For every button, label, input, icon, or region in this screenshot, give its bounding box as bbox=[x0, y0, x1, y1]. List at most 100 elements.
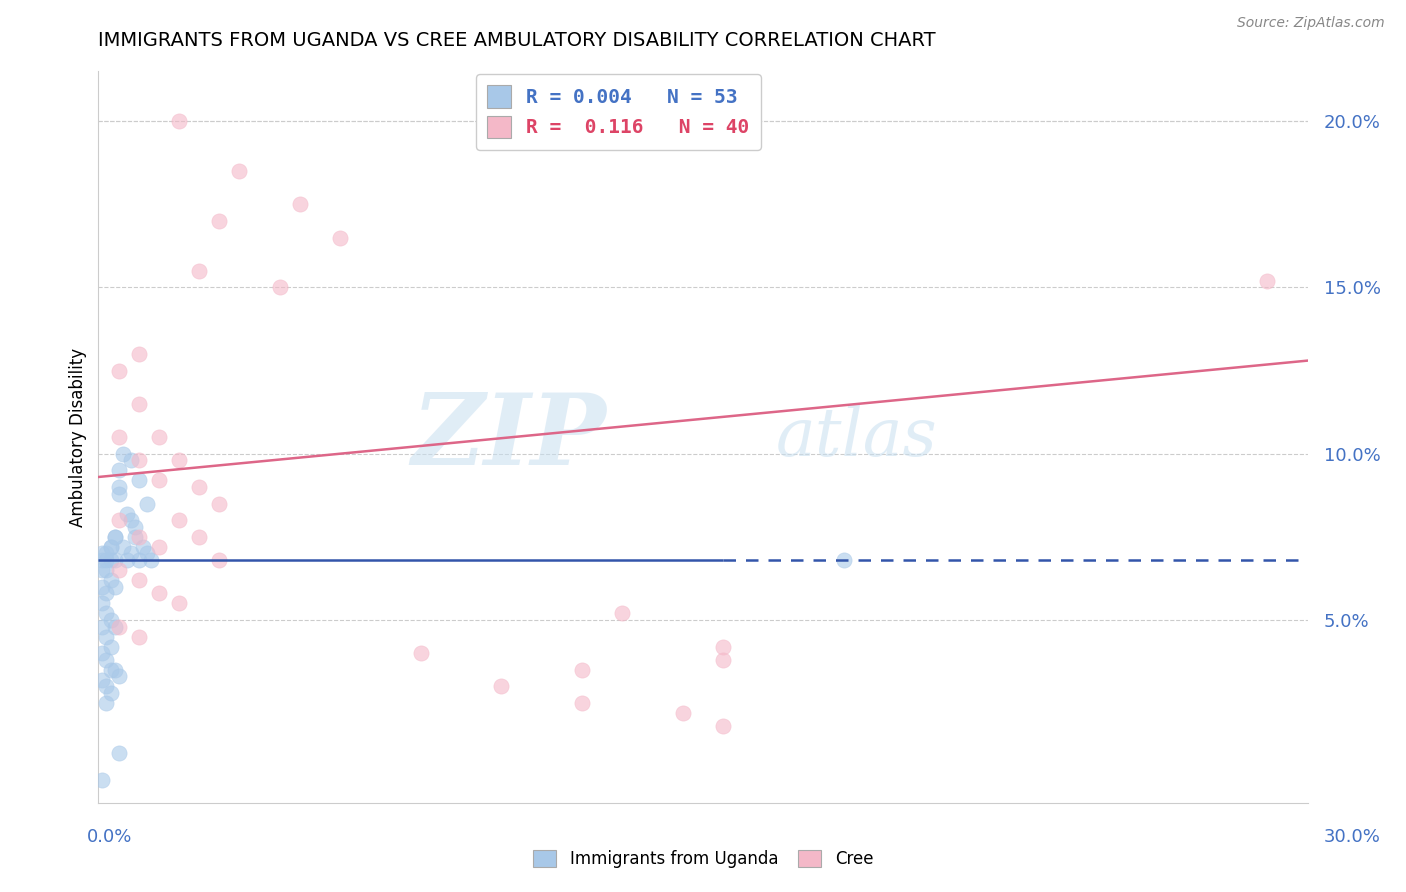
Point bbox=[111, 447, 134, 461]
Point bbox=[148, 540, 170, 554]
Point bbox=[96, 553, 118, 567]
Text: 30.0%: 30.0% bbox=[1324, 828, 1381, 846]
Point bbox=[107, 513, 129, 527]
Point bbox=[711, 719, 734, 733]
Point bbox=[96, 696, 118, 710]
Point bbox=[832, 553, 855, 567]
Point bbox=[103, 619, 125, 633]
Point bbox=[128, 473, 150, 487]
Point bbox=[91, 673, 114, 687]
Point bbox=[96, 586, 118, 600]
Point bbox=[107, 619, 129, 633]
Point bbox=[711, 653, 734, 667]
Text: IMMIGRANTS FROM UGANDA VS CREE AMBULATORY DISABILITY CORRELATION CHART: IMMIGRANTS FROM UGANDA VS CREE AMBULATOR… bbox=[98, 31, 936, 50]
Point bbox=[124, 530, 146, 544]
Legend: R = 0.004   N = 53, R =  0.116   N = 40: R = 0.004 N = 53, R = 0.116 N = 40 bbox=[475, 74, 761, 150]
Point bbox=[128, 630, 150, 644]
Point bbox=[208, 497, 231, 511]
Point bbox=[96, 680, 118, 694]
Point bbox=[100, 540, 122, 554]
Point bbox=[167, 513, 190, 527]
Point bbox=[120, 453, 142, 467]
Point bbox=[100, 573, 122, 587]
Point bbox=[107, 363, 129, 377]
Point bbox=[409, 646, 432, 660]
Point bbox=[103, 553, 125, 567]
Point bbox=[103, 530, 125, 544]
Text: 0.0%: 0.0% bbox=[87, 828, 132, 846]
Point bbox=[111, 540, 134, 554]
Point bbox=[115, 553, 138, 567]
Point bbox=[167, 596, 190, 610]
Text: Source: ZipAtlas.com: Source: ZipAtlas.com bbox=[1237, 16, 1385, 30]
Point bbox=[1256, 274, 1278, 288]
Point bbox=[107, 430, 129, 444]
Point bbox=[107, 563, 129, 577]
Point bbox=[329, 230, 352, 244]
Point bbox=[96, 630, 118, 644]
Point bbox=[148, 430, 170, 444]
Point bbox=[91, 546, 114, 560]
Point bbox=[288, 197, 311, 211]
Point bbox=[100, 553, 122, 567]
Point bbox=[148, 586, 170, 600]
Point bbox=[148, 473, 170, 487]
Point bbox=[91, 580, 114, 594]
Point bbox=[208, 214, 231, 228]
Point bbox=[96, 563, 118, 577]
Point bbox=[96, 546, 118, 560]
Point bbox=[571, 663, 593, 677]
Point bbox=[188, 480, 211, 494]
Point bbox=[107, 480, 129, 494]
Y-axis label: Ambulatory Disability: Ambulatory Disability bbox=[69, 348, 87, 526]
Point bbox=[103, 580, 125, 594]
Text: ZIP: ZIP bbox=[412, 389, 606, 485]
Legend: Immigrants from Uganda, Cree: Immigrants from Uganda, Cree bbox=[526, 843, 880, 875]
Point bbox=[91, 553, 114, 567]
Point bbox=[91, 563, 114, 577]
Point bbox=[107, 669, 129, 683]
Point bbox=[571, 696, 593, 710]
Point bbox=[208, 553, 231, 567]
Point bbox=[124, 520, 146, 534]
Point bbox=[135, 497, 157, 511]
Point bbox=[107, 463, 129, 477]
Point bbox=[91, 772, 114, 787]
Point bbox=[91, 596, 114, 610]
Point bbox=[139, 553, 162, 567]
Point bbox=[128, 453, 150, 467]
Point bbox=[96, 653, 118, 667]
Point bbox=[188, 530, 211, 544]
Text: atlas: atlas bbox=[776, 404, 938, 470]
Point bbox=[120, 546, 142, 560]
Point bbox=[120, 513, 142, 527]
Point bbox=[107, 746, 129, 760]
Point bbox=[128, 553, 150, 567]
Point bbox=[188, 264, 211, 278]
Point bbox=[711, 640, 734, 654]
Point bbox=[228, 164, 250, 178]
Point bbox=[100, 613, 122, 627]
Point bbox=[612, 607, 634, 621]
Point bbox=[115, 507, 138, 521]
Point bbox=[167, 453, 190, 467]
Point bbox=[100, 686, 122, 700]
Point bbox=[91, 619, 114, 633]
Point bbox=[135, 546, 157, 560]
Point bbox=[128, 530, 150, 544]
Point bbox=[96, 607, 118, 621]
Point bbox=[100, 663, 122, 677]
Point bbox=[100, 540, 122, 554]
Point bbox=[100, 640, 122, 654]
Point bbox=[128, 397, 150, 411]
Point bbox=[128, 347, 150, 361]
Point bbox=[107, 486, 129, 500]
Point bbox=[103, 663, 125, 677]
Point bbox=[672, 706, 695, 720]
Point bbox=[132, 540, 155, 554]
Point bbox=[167, 114, 190, 128]
Point bbox=[128, 573, 150, 587]
Point bbox=[491, 680, 513, 694]
Point bbox=[103, 530, 125, 544]
Point bbox=[91, 646, 114, 660]
